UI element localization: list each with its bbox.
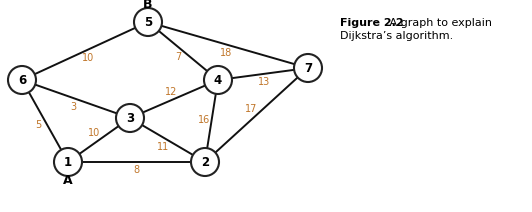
Text: 2: 2	[201, 155, 209, 169]
Text: 5: 5	[144, 15, 152, 28]
Text: 3: 3	[70, 102, 77, 112]
Text: A: A	[63, 173, 73, 187]
Circle shape	[116, 104, 144, 132]
Circle shape	[294, 54, 322, 82]
Text: Figure 2.2: Figure 2.2	[340, 18, 404, 28]
Text: 18: 18	[220, 48, 232, 58]
Circle shape	[134, 8, 162, 36]
Circle shape	[54, 148, 82, 176]
Text: 10: 10	[82, 53, 95, 63]
Text: 6: 6	[18, 74, 26, 86]
Text: 7: 7	[304, 61, 312, 74]
Text: 5: 5	[35, 120, 41, 130]
Circle shape	[8, 66, 36, 94]
Circle shape	[204, 66, 232, 94]
Text: 1: 1	[64, 155, 72, 169]
Text: 7: 7	[175, 52, 181, 62]
Text: 16: 16	[197, 115, 210, 125]
Text: B: B	[143, 0, 153, 11]
Text: 17: 17	[245, 104, 257, 114]
Text: 10: 10	[88, 128, 101, 138]
Text: 13: 13	[258, 77, 270, 87]
Text: Dijkstra’s algorithm.: Dijkstra’s algorithm.	[340, 31, 453, 41]
Text: 8: 8	[134, 165, 139, 175]
Text: A graph to explain: A graph to explain	[386, 18, 492, 28]
Circle shape	[191, 148, 219, 176]
Text: 12: 12	[164, 87, 177, 97]
Text: 4: 4	[214, 74, 222, 86]
Text: 3: 3	[126, 112, 134, 124]
Text: 11: 11	[157, 142, 170, 152]
